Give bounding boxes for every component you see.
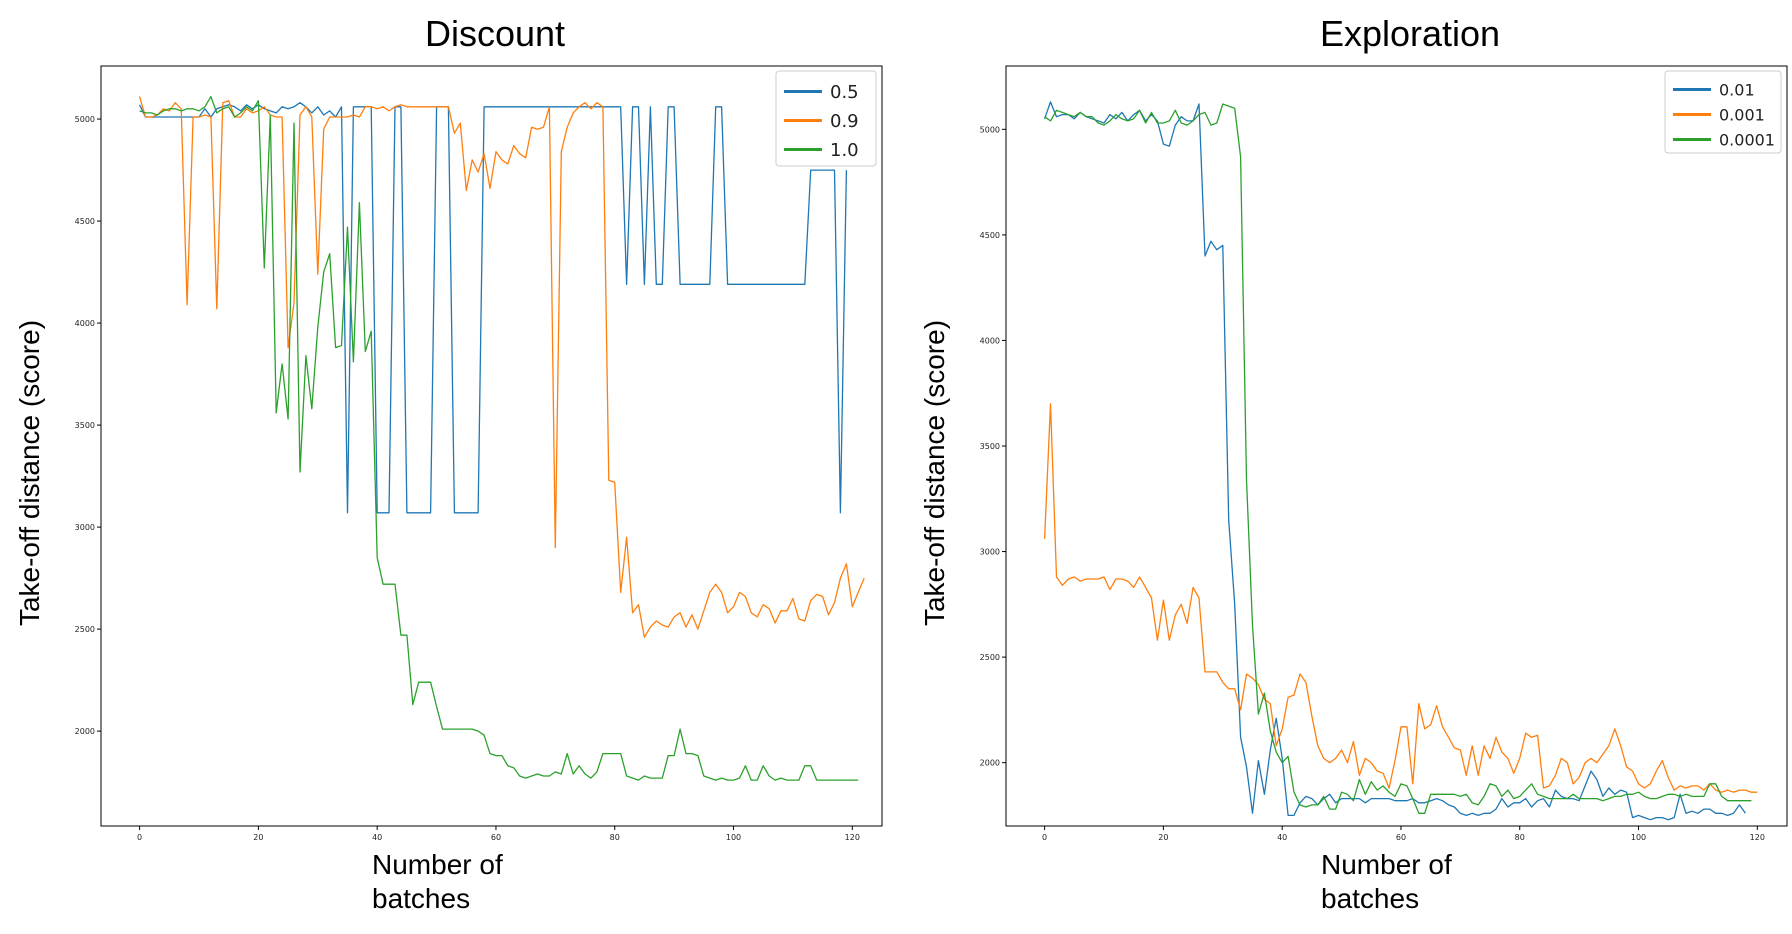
x-tick-label: 100: [726, 833, 741, 842]
x-tick-label: 0: [137, 833, 142, 842]
x-tick-label: 80: [610, 833, 620, 842]
legend-label: 0.01: [1719, 80, 1755, 99]
x-tick-label: 120: [1750, 833, 1765, 842]
legend-label: 0.5: [830, 82, 859, 103]
y-tick-label: 4500: [980, 231, 1000, 240]
series-line-0-0001: [1044, 103, 1752, 814]
y-axis-label: Take-off distance (score): [14, 320, 45, 626]
series-lines: [1043, 101, 1758, 821]
legend-label: 0.0001: [1719, 130, 1775, 149]
legend: 0.01 0.001 0.0001: [1664, 70, 1782, 154]
x-tick-label: 120: [845, 833, 860, 842]
series-line-0-01: [1043, 101, 1746, 821]
y-tick-label: 2500: [980, 653, 1000, 662]
axis-ticks: 0 20 40 60 80 100 120 2000 2500 3000 3500 4000 4500 5…: [75, 115, 860, 842]
y-tick-label: 3500: [980, 442, 1000, 451]
y-tick-label: 5000: [980, 125, 1000, 134]
series-line-0-9: [138, 96, 865, 638]
x-tick-label: 60: [1396, 833, 1406, 842]
y-tick-label: 3500: [75, 421, 95, 430]
x-tick-label: 60: [491, 833, 501, 842]
y-tick-label: 4000: [980, 336, 1000, 345]
y-tick-label: 2000: [75, 727, 95, 736]
legend-label: 0.9: [830, 111, 859, 132]
exploration-chart: Exploration Take-off distance (score) 0 2…: [919, 13, 1788, 842]
series-line-1-0: [139, 95, 859, 781]
y-tick-label: 4500: [75, 217, 95, 226]
plot-area: [100, 65, 883, 827]
y-tick-label: 3000: [980, 548, 1000, 557]
x-axis-label: Number of batches: [372, 849, 503, 914]
y-tick-label: 2000: [980, 759, 1000, 768]
x-tick-label: 40: [372, 833, 382, 842]
series-lines: [138, 95, 865, 781]
axis-ticks: 0 20 40 60 80 100 120 2000 2500 3000 3500 4000 4500 5…: [980, 125, 1765, 842]
y-tick-label: 3000: [75, 523, 95, 532]
chart-title: Exploration: [1320, 13, 1500, 54]
legend: 0.5 0.9 1.0: [775, 70, 877, 167]
x-tick-label: 20: [253, 833, 263, 842]
y-tick-label: 5000: [75, 115, 95, 124]
x-axis-label: Number of batches: [1321, 849, 1452, 914]
legend-box: [775, 70, 877, 167]
plot-area: [1005, 65, 1788, 827]
series-line-0-001: [1043, 403, 1758, 793]
y-tick-label: 4000: [75, 319, 95, 328]
y-tick-label: 2500: [75, 625, 95, 634]
legend-box: [1664, 70, 1782, 154]
discount-chart: Discount Take-off distance (score) 0 20 40…: [14, 13, 883, 842]
x-tick-label: 20: [1158, 833, 1168, 842]
legend-label: 1.0: [830, 140, 859, 161]
x-tick-label: 40: [1277, 833, 1287, 842]
x-tick-label: 80: [1515, 833, 1525, 842]
series-line-0-5: [139, 102, 848, 514]
x-tick-label: 100: [1631, 833, 1646, 842]
x-tick-label: 0: [1042, 833, 1047, 842]
y-axis-label: Take-off distance (score): [919, 320, 950, 626]
chart-title: Discount: [425, 13, 565, 54]
legend-label: 0.001: [1719, 105, 1765, 124]
